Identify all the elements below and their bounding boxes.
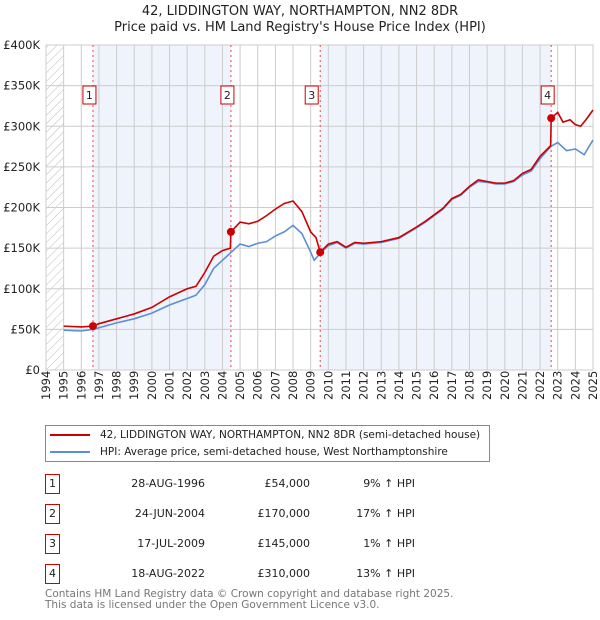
x-tick-label: 2001 (163, 371, 177, 400)
sale-label: 4 (544, 89, 551, 102)
x-tick-label: 2009 (304, 371, 318, 400)
footer-licence: This data is licensed under the Open Gov… (45, 599, 380, 611)
sale-hpi-delta: 17% ↑ HPI (356, 507, 415, 520)
y-tick-label: £300K (3, 119, 40, 133)
x-tick-label: 2000 (145, 371, 159, 400)
x-tick-label: 2010 (321, 371, 335, 400)
x-tick-label: 2002 (180, 371, 194, 400)
x-tick-label: 2025 (586, 371, 600, 400)
sale-date: 18-AUG-2022 (131, 567, 205, 580)
y-tick-label: £150K (3, 241, 40, 255)
sale-date: 24-JUN-2004 (134, 507, 205, 520)
legend-item-hpi: HPI: Average price, semi-detached house,… (46, 444, 448, 460)
sale-number: 2 (45, 504, 60, 524)
legend-label: 42, LIDDINGTON WAY, NORTHAMPTON, NN2 8DR… (100, 429, 481, 441)
legend-swatch (50, 434, 90, 436)
x-tick-label: 1996 (74, 371, 88, 400)
x-tick-label: 1997 (92, 371, 106, 400)
y-tick-label: £100K (3, 282, 40, 296)
sale-point (226, 227, 235, 236)
x-tick-label: 2022 (533, 371, 547, 400)
y-tick-label: £400K (3, 38, 40, 52)
x-tick-label: 2018 (462, 371, 476, 400)
chart-subtitle: Price paid vs. HM Land Registry's House … (114, 20, 486, 35)
sale-date: 17-JUL-2009 (137, 537, 205, 550)
sale-label-box (304, 85, 319, 105)
sale-point (88, 322, 97, 331)
x-tick-label: 2019 (480, 371, 494, 400)
sale-price: £170,000 (257, 507, 311, 520)
sale-number: 3 (45, 534, 60, 554)
legend-swatch (50, 451, 90, 453)
x-tick-label: 2013 (374, 371, 388, 400)
sale-label-box (82, 85, 97, 105)
y-tick-label: £200K (3, 201, 40, 215)
y-tick-label: £350K (3, 79, 40, 93)
x-tick-label: 2017 (445, 371, 459, 400)
sale-price: £54,000 (264, 477, 311, 490)
sale-date: 28-AUG-1996 (131, 477, 205, 490)
sale-label-box (220, 85, 235, 105)
legend-label: HPI: Average price, semi-detached house,… (100, 446, 448, 458)
x-tick-label: 2016 (427, 371, 441, 400)
y-tick-label: £50K (11, 322, 41, 336)
x-tick-label: 2007 (268, 371, 282, 400)
x-tick-label: 1994 (39, 371, 53, 400)
x-tick-label: 2011 (339, 371, 353, 400)
sale-hpi-delta: 9% ↑ HPI (363, 477, 415, 490)
legend: 42, LIDDINGTON WAY, NORTHAMPTON, NN2 8DR… (45, 425, 490, 462)
sale-label: 1 (86, 89, 93, 102)
sale-hpi-delta: 1% ↑ HPI (363, 537, 415, 550)
chart-plot: 1994 1995 1996 1997 1998 1999 2000 2001 2002 2003… (3, 38, 600, 400)
sale-label: 3 (308, 89, 315, 102)
x-tick-label: 2005 (233, 371, 247, 400)
sale-point (316, 248, 325, 257)
chart-title: 42, LIDDINGTON WAY, NORTHAMPTON, NN2 8DR (141, 4, 459, 19)
x-tick-label: 2015 (410, 371, 424, 400)
sale-price: £310,000 (257, 567, 311, 580)
sale-number: 1 (45, 474, 60, 494)
y-tick-label: £250K (3, 160, 40, 174)
legend-item-property: 42, LIDDINGTON WAY, NORTHAMPTON, NN2 8DR… (46, 427, 480, 443)
x-tick-label: 1999 (127, 371, 141, 400)
x-tick-label: 2003 (198, 371, 212, 400)
x-tick-label: 2014 (392, 371, 406, 400)
sale-hpi-delta: 13% ↑ HPI (356, 567, 415, 580)
sale-point (547, 114, 556, 123)
x-tick-label: 2012 (357, 371, 371, 400)
property-price-line (63, 109, 594, 328)
x-tick-label: 1998 (110, 371, 124, 400)
sale-label-box (540, 85, 555, 105)
y-tick-label: £0 (25, 363, 40, 377)
x-tick-label: 2004 (215, 371, 229, 400)
x-tick-label: 2023 (551, 371, 565, 400)
x-tick-label: 2006 (251, 371, 265, 400)
plot-border (45, 44, 594, 371)
x-tick-label: 2021 (515, 371, 529, 400)
sale-price: £145,000 (257, 537, 311, 550)
x-tick-label: 2008 (286, 371, 300, 400)
x-tick-label: 1995 (57, 371, 71, 400)
x-tick-label: 2020 (498, 371, 512, 400)
sale-number: 4 (45, 564, 60, 584)
x-tick-label: 2024 (568, 371, 582, 400)
sale-label: 2 (224, 89, 231, 102)
footer-copyright: Contains HM Land Registry data © Crown c… (45, 588, 454, 600)
